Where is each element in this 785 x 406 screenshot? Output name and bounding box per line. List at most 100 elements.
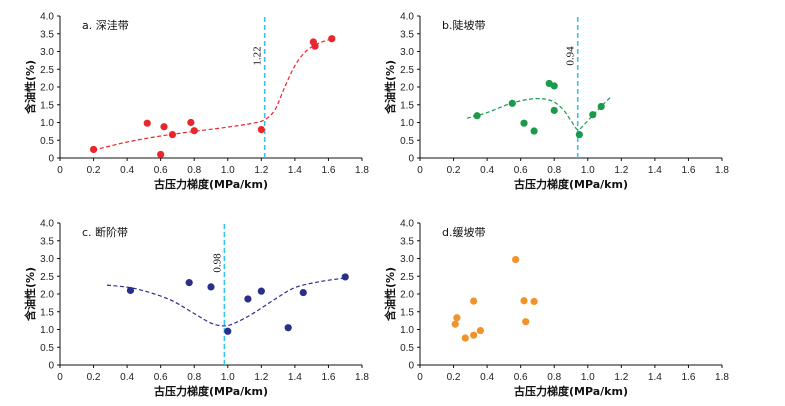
y-tick-label: 1.5 [40,100,54,111]
y-tick-label: 2.5 [40,272,54,283]
data-point [530,297,538,306]
threshold-label: 1.22 [252,46,264,65]
y-tick-label: 4.0 [400,12,414,23]
data-point [311,42,319,50]
data-point [143,119,151,127]
y-tick-label: 4.0 [400,219,414,230]
x-tick-label: 0.4 [120,372,134,383]
x-tick-label: 1.4 [648,165,662,176]
panel-4: 0 0.2 0.4 0.6 0.8 1.0 1.2 1.4 1.6 1.8 0 0.5 1.0 1.5 2.… [383,219,729,399]
y-tick-label: 3.5 [400,29,414,40]
x-tick-label: 0.8 [187,372,201,383]
x-tick-label: 0.2 [87,165,101,176]
y-tick-label: 1.0 [40,325,54,336]
x-tick-label: 0.2 [447,165,461,176]
x-tick-label: 0 [417,372,423,383]
x-tick-label: 1.8 [715,372,729,383]
data-point [522,318,530,326]
data-point [473,112,481,120]
y-axis-title: 含油性(%) [383,267,397,322]
data-point [257,126,265,134]
x-tick-label: 1.4 [288,372,302,383]
data-point [470,297,478,305]
data-point [530,127,538,135]
data-point [126,286,135,295]
y-tick-label: 2.5 [40,65,54,76]
y-tick-label: 0.5 [40,136,54,147]
x-axis-title: 古压力梯度(MPa/km) [154,384,268,398]
data-point [190,127,198,135]
data-point [257,287,265,295]
data-point [589,111,597,119]
y-axis-title: 含油性(%) [23,267,37,322]
data-point [185,279,193,287]
y-tick-label: 3.0 [40,47,54,58]
y-tick-label: 1.5 [400,100,414,111]
panel-3: 0 0.2 0.4 0.6 0.8 1.0 1.2 1.4 1.6 1.8 0 0.5 1.0 1.5 2.… [23,219,369,399]
y-tick-label: 4.0 [40,219,54,230]
y-tick-label: 1.5 [400,307,414,318]
y-tick-label: 3.0 [400,254,414,265]
y-tick-label: 3.5 [40,29,54,40]
y-tick-label: 0 [48,154,54,165]
x-tick-label: 1.8 [355,372,369,383]
x-tick-label: 1.0 [581,372,595,383]
x-tick-label: 1.0 [581,165,595,176]
data-point [461,334,469,342]
panel-2: 0 0.2 0.4 0.6 0.8 1.0 1.2 1.4 1.6 1.8 0 0.5 1.0 1.5 2.… [383,12,729,192]
y-tick-label: 2.0 [400,290,414,301]
x-axis-title: 古压力梯度(MPa/km) [154,177,268,191]
y-tick-label: 0 [408,154,414,165]
y-tick-label: 2.0 [40,83,54,94]
panel-title: a. 深洼带 [82,18,129,32]
x-tick-label: 1.2 [614,165,628,176]
x-tick-label: 0.6 [154,165,168,176]
x-tick-label: 0.6 [514,165,528,176]
y-axis-title: 含油性(%) [383,60,397,115]
data-point [157,150,165,159]
panel-1: 0 0.2 0.4 0.6 0.8 1.0 1.2 1.4 1.6 1.8 0 0.5 1.0 1.5 2.… [23,12,369,192]
x-tick-label: 0.4 [480,165,494,176]
data-point [224,327,232,335]
x-tick-label: 0 [57,372,63,383]
x-tick-label: 0.6 [154,372,168,383]
data-point [160,123,168,131]
x-tick-label: 0.8 [547,165,561,176]
data-point [451,320,459,328]
threshold-label: 0.94 [565,46,577,66]
data-point [470,331,478,339]
y-tick-label: 2.5 [400,272,414,283]
x-tick-label: 0 [417,165,423,176]
data-point [508,99,516,107]
threshold-label: 0.98 [211,253,223,273]
x-tick-label: 1.8 [715,165,729,176]
x-tick-label: 0 [57,165,63,176]
data-point [597,102,605,111]
y-tick-label: 0.5 [400,343,414,354]
x-tick-label: 0.6 [514,372,528,383]
data-point [207,283,215,291]
y-tick-label: 1.0 [40,118,54,129]
x-tick-label: 0.4 [480,372,494,383]
x-tick-label: 1.6 [681,372,695,383]
y-tick-label: 0.5 [400,136,414,147]
x-tick-label: 1.4 [288,165,302,176]
data-point [328,35,336,43]
x-tick-label: 0.8 [187,165,201,176]
y-tick-label: 0.5 [40,343,54,354]
data-point [476,326,484,335]
x-tick-label: 1.2 [254,372,268,383]
panel-title: b.陡坡带 [442,19,485,32]
y-tick-label: 3.5 [40,236,54,247]
data-point [550,106,558,115]
data-point [299,288,307,297]
y-axis-title: 含油性(%) [23,60,37,115]
y-tick-label: 1.0 [400,118,414,129]
panel-title: c. 断阶带 [82,225,128,239]
data-point [168,130,177,139]
panel-title: d.缓坡带 [442,226,485,239]
x-tick-label: 1.2 [254,165,268,176]
y-tick-label: 2.0 [40,290,54,301]
x-tick-label: 0.2 [447,372,461,383]
y-tick-label: 2.0 [400,83,414,94]
